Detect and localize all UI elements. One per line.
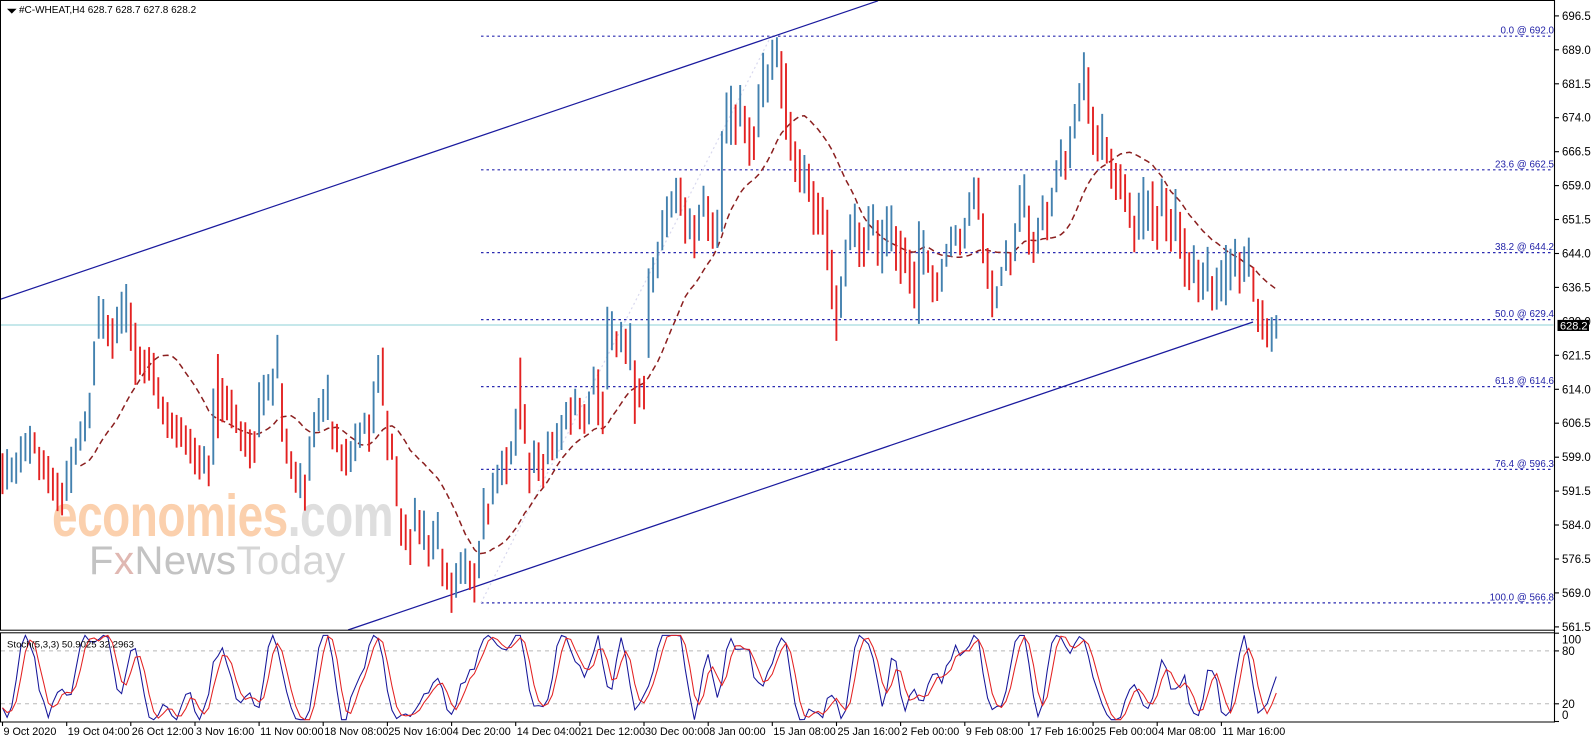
svg-text:80: 80 bbox=[1562, 646, 1575, 658]
svg-text:576.5: 576.5 bbox=[1562, 554, 1591, 566]
svg-text:14 Dec 04:00: 14 Dec 04:00 bbox=[517, 726, 581, 738]
svg-text:0: 0 bbox=[1562, 710, 1568, 722]
svg-text:628.2: 628.2 bbox=[1560, 321, 1588, 333]
svg-text:11 Nov 00:00: 11 Nov 00:00 bbox=[260, 726, 323, 738]
svg-text:100.0 @ 566.8: 100.0 @ 566.8 bbox=[1490, 592, 1555, 603]
svg-text:25 Feb 00:00: 25 Feb 00:00 bbox=[1094, 726, 1158, 738]
svg-text:681.5: 681.5 bbox=[1562, 79, 1591, 91]
svg-text:76.4 @ 596.3: 76.4 @ 596.3 bbox=[1495, 459, 1555, 470]
svg-text:50.0 @ 629.4: 50.0 @ 629.4 bbox=[1495, 309, 1555, 320]
svg-text:19 Oct 04:00: 19 Oct 04:00 bbox=[68, 726, 130, 738]
svg-text:18 Nov 08:00: 18 Nov 08:00 bbox=[324, 726, 388, 738]
svg-text:696.5: 696.5 bbox=[1562, 11, 1591, 23]
svg-text:61.8 @ 614.6: 61.8 @ 614.6 bbox=[1495, 376, 1555, 387]
svg-text:20: 20 bbox=[1562, 699, 1575, 711]
svg-text:11 Mar 16:00: 11 Mar 16:00 bbox=[1222, 726, 1285, 738]
svg-text:0.0 @ 692.0: 0.0 @ 692.0 bbox=[1500, 26, 1554, 37]
svg-text:599.0: 599.0 bbox=[1562, 452, 1591, 464]
svg-text:9 Feb 08:00: 9 Feb 08:00 bbox=[966, 726, 1024, 738]
svg-text:651.5: 651.5 bbox=[1562, 215, 1591, 227]
svg-text:4 Mar 08:00: 4 Mar 08:00 bbox=[1158, 726, 1216, 738]
svg-text:#C-WHEAT,H4 628.7 628.7 627.8: #C-WHEAT,H4 628.7 628.7 627.8 628.2 bbox=[19, 5, 197, 16]
svg-text:606.5: 606.5 bbox=[1562, 418, 1591, 430]
svg-text:Stoch(5,3,3) 50.9025 32.2963: Stoch(5,3,3) 50.9025 32.2963 bbox=[7, 640, 134, 651]
svg-text:8 Jan 00:00: 8 Jan 00:00 bbox=[709, 726, 765, 738]
svg-text:614.0: 614.0 bbox=[1562, 384, 1591, 396]
svg-text:569.0: 569.0 bbox=[1562, 588, 1591, 600]
svg-text:3 Nov 16:00: 3 Nov 16:00 bbox=[196, 726, 254, 738]
svg-text:15 Jan 08:00: 15 Jan 08:00 bbox=[773, 726, 835, 738]
svg-text:17 Feb 16:00: 17 Feb 16:00 bbox=[1030, 726, 1094, 738]
svg-text:23.6 @ 662.5: 23.6 @ 662.5 bbox=[1495, 159, 1555, 170]
svg-text:25 Nov 16:00: 25 Nov 16:00 bbox=[388, 726, 452, 738]
svg-text:644.0: 644.0 bbox=[1562, 249, 1591, 261]
svg-text:621.5: 621.5 bbox=[1562, 350, 1591, 362]
svg-text:591.5: 591.5 bbox=[1562, 486, 1591, 498]
svg-text:26 Oct 12:00: 26 Oct 12:00 bbox=[132, 726, 194, 738]
svg-text:666.5: 666.5 bbox=[1562, 147, 1591, 159]
svg-text:FxNewsToday: FxNewsToday bbox=[89, 539, 346, 583]
svg-text:21 Dec 12:00: 21 Dec 12:00 bbox=[581, 726, 645, 738]
svg-text:100: 100 bbox=[1562, 635, 1581, 647]
svg-text:659.0: 659.0 bbox=[1562, 181, 1591, 193]
svg-text:25 Jan 16:00: 25 Jan 16:00 bbox=[838, 726, 900, 738]
svg-text:38.2 @ 644.2: 38.2 @ 644.2 bbox=[1495, 242, 1554, 253]
svg-text:9 Oct 2020: 9 Oct 2020 bbox=[4, 726, 57, 738]
svg-text:689.0: 689.0 bbox=[1562, 45, 1591, 57]
svg-text:636.5: 636.5 bbox=[1562, 282, 1591, 294]
svg-text:4 Dec 20:00: 4 Dec 20:00 bbox=[453, 726, 511, 738]
svg-text:584.0: 584.0 bbox=[1562, 520, 1591, 532]
svg-text:economies.com: economies.com bbox=[52, 483, 393, 549]
svg-text:561.5: 561.5 bbox=[1562, 622, 1591, 634]
svg-text:30 Dec 00:00: 30 Dec 00:00 bbox=[645, 726, 709, 738]
svg-text:2 Feb 00:00: 2 Feb 00:00 bbox=[902, 726, 960, 738]
svg-text:674.0: 674.0 bbox=[1562, 113, 1591, 125]
